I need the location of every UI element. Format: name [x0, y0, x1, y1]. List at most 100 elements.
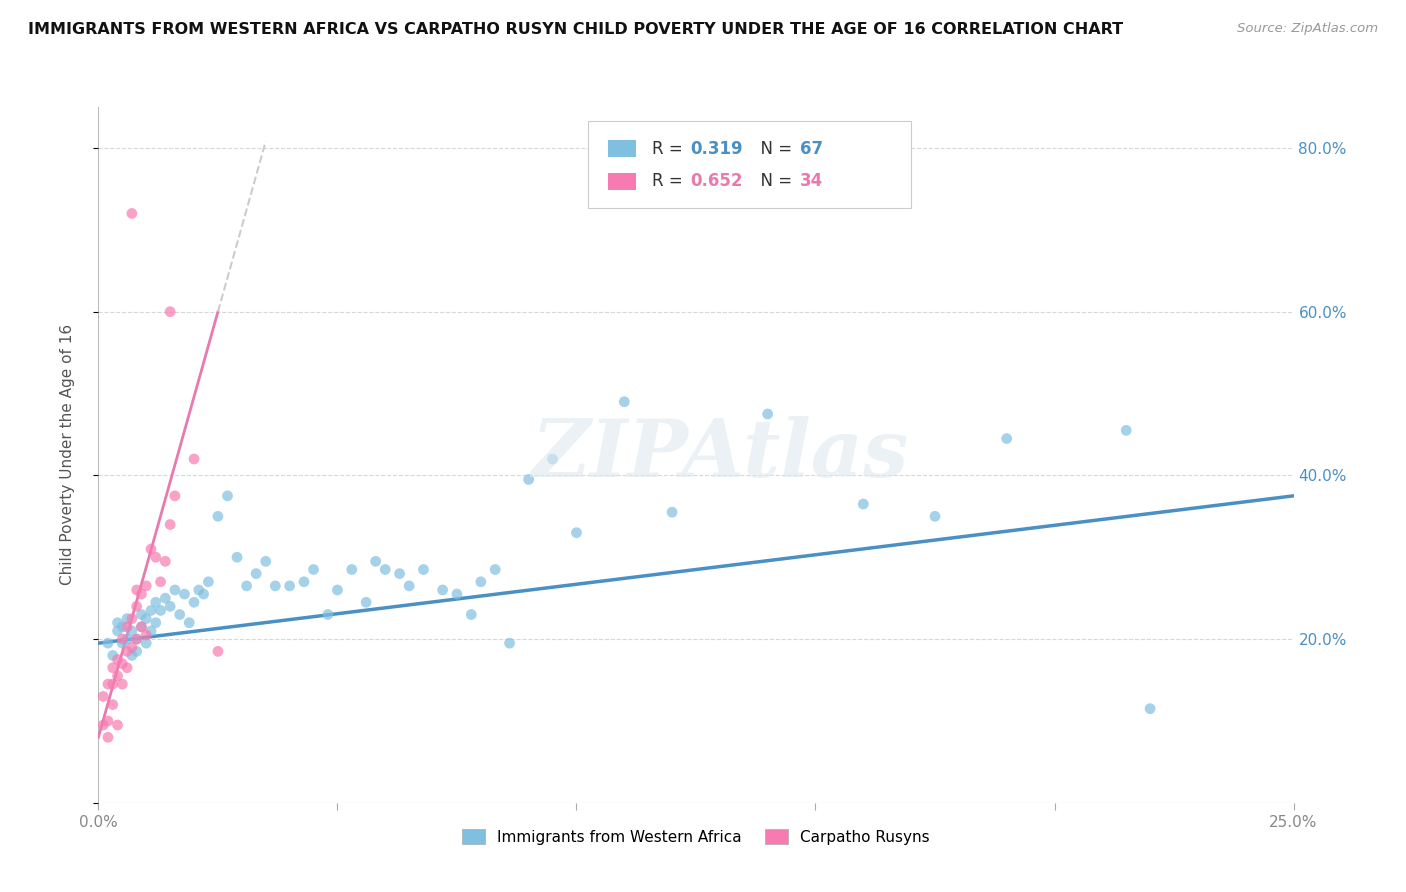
Point — [121, 640, 143, 655]
Point — [207, 644, 229, 658]
Point — [115, 632, 138, 646]
Point — [101, 661, 124, 675]
Point — [139, 542, 162, 557]
Point — [111, 620, 134, 634]
Point — [135, 579, 157, 593]
Point — [517, 473, 540, 487]
Point — [1139, 701, 1161, 715]
Point — [135, 628, 157, 642]
Point — [446, 587, 468, 601]
Point — [173, 587, 195, 601]
Point — [340, 562, 363, 576]
Point — [155, 554, 177, 568]
Point — [111, 636, 134, 650]
Point — [145, 550, 167, 565]
Point — [145, 615, 167, 630]
Point — [316, 607, 339, 622]
Point — [145, 595, 167, 609]
Point — [135, 612, 157, 626]
Point — [107, 652, 129, 666]
Point — [125, 632, 148, 646]
Point — [183, 452, 205, 467]
Point — [107, 718, 129, 732]
Point — [412, 562, 434, 576]
Point — [115, 661, 138, 675]
Point — [131, 620, 153, 634]
Point — [460, 607, 482, 622]
Point — [193, 587, 215, 601]
Point — [139, 624, 162, 638]
Text: R =: R = — [652, 172, 688, 191]
Point — [245, 566, 267, 581]
Point — [131, 620, 153, 634]
Point — [131, 587, 153, 601]
Point — [498, 636, 520, 650]
FancyBboxPatch shape — [607, 140, 637, 157]
Point — [115, 620, 138, 634]
Point — [125, 632, 148, 646]
Point — [183, 595, 205, 609]
Point — [207, 509, 229, 524]
Point — [155, 591, 177, 606]
Text: 67: 67 — [800, 140, 823, 158]
Point — [226, 550, 249, 565]
Point — [470, 574, 492, 589]
Text: Source: ZipAtlas.com: Source: ZipAtlas.com — [1237, 22, 1378, 36]
Legend: Immigrants from Western Africa, Carpatho Rusyns: Immigrants from Western Africa, Carpatho… — [456, 822, 936, 851]
Point — [91, 690, 114, 704]
Point — [364, 554, 387, 568]
Point — [852, 497, 875, 511]
Point — [101, 698, 124, 712]
Point — [139, 603, 162, 617]
Point — [302, 562, 325, 576]
Text: ZIPAtlas: ZIPAtlas — [531, 417, 908, 493]
Point — [197, 574, 219, 589]
Text: 34: 34 — [800, 172, 823, 191]
Point — [292, 574, 315, 589]
Point — [278, 579, 301, 593]
Point — [756, 407, 779, 421]
Point — [254, 554, 277, 568]
Point — [97, 731, 120, 745]
Point — [388, 566, 411, 581]
Y-axis label: Child Poverty Under the Age of 16: Child Poverty Under the Age of 16 — [60, 325, 75, 585]
Text: N =: N = — [749, 140, 797, 158]
Point — [159, 304, 181, 318]
Point — [432, 582, 454, 597]
Point — [159, 599, 181, 614]
Point — [107, 624, 129, 638]
Point — [398, 579, 420, 593]
Point — [111, 677, 134, 691]
FancyBboxPatch shape — [589, 121, 911, 208]
Point — [107, 669, 129, 683]
Point — [97, 677, 120, 691]
Text: R =: R = — [652, 140, 688, 158]
Point — [179, 615, 201, 630]
Point — [169, 607, 191, 622]
Text: 0.652: 0.652 — [690, 172, 742, 191]
Point — [163, 489, 186, 503]
Point — [541, 452, 564, 467]
Text: IMMIGRANTS FROM WESTERN AFRICA VS CARPATHO RUSYN CHILD POVERTY UNDER THE AGE OF : IMMIGRANTS FROM WESTERN AFRICA VS CARPAT… — [28, 22, 1123, 37]
Point — [159, 517, 181, 532]
Text: 0.319: 0.319 — [690, 140, 742, 158]
Point — [924, 509, 946, 524]
Point — [111, 657, 134, 671]
Point — [187, 582, 209, 597]
Point — [661, 505, 683, 519]
Point — [97, 714, 120, 728]
Point — [101, 677, 124, 691]
Point — [115, 644, 138, 658]
Point — [995, 432, 1018, 446]
Point — [125, 599, 148, 614]
Point — [565, 525, 588, 540]
Point — [163, 582, 186, 597]
Point — [374, 562, 396, 576]
Point — [121, 624, 143, 638]
Point — [111, 632, 134, 646]
Point — [125, 582, 148, 597]
Point — [121, 648, 143, 663]
Point — [149, 574, 172, 589]
Point — [613, 394, 636, 409]
Point — [121, 612, 143, 626]
